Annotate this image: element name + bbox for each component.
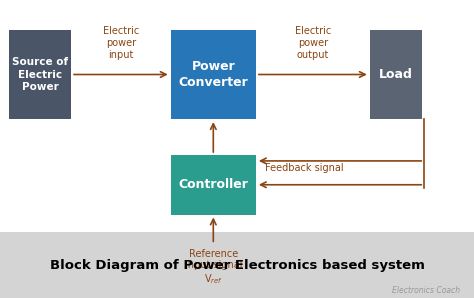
Text: Electric
power
input: Electric power input <box>103 27 139 60</box>
Text: Electronics Coach: Electronics Coach <box>392 286 460 295</box>
Bar <box>370 30 422 119</box>
Text: Feedback signal: Feedback signal <box>265 163 344 173</box>
Text: Load: Load <box>379 68 413 81</box>
Bar <box>9 30 71 119</box>
Text: Source of
Electric
Power: Source of Electric Power <box>12 57 68 92</box>
Text: Block Diagram of Power Electronics based system: Block Diagram of Power Electronics based… <box>50 259 424 272</box>
Bar <box>171 155 256 215</box>
Text: Reference
input signal
V$_{ref}$: Reference input signal V$_{ref}$ <box>184 249 242 286</box>
Text: Electric
power
output: Electric power output <box>295 27 331 60</box>
Bar <box>0 0 474 232</box>
Text: Power
Converter: Power Converter <box>178 60 248 89</box>
Text: Controller: Controller <box>178 178 248 191</box>
Bar <box>0 232 474 298</box>
Bar <box>171 30 256 119</box>
